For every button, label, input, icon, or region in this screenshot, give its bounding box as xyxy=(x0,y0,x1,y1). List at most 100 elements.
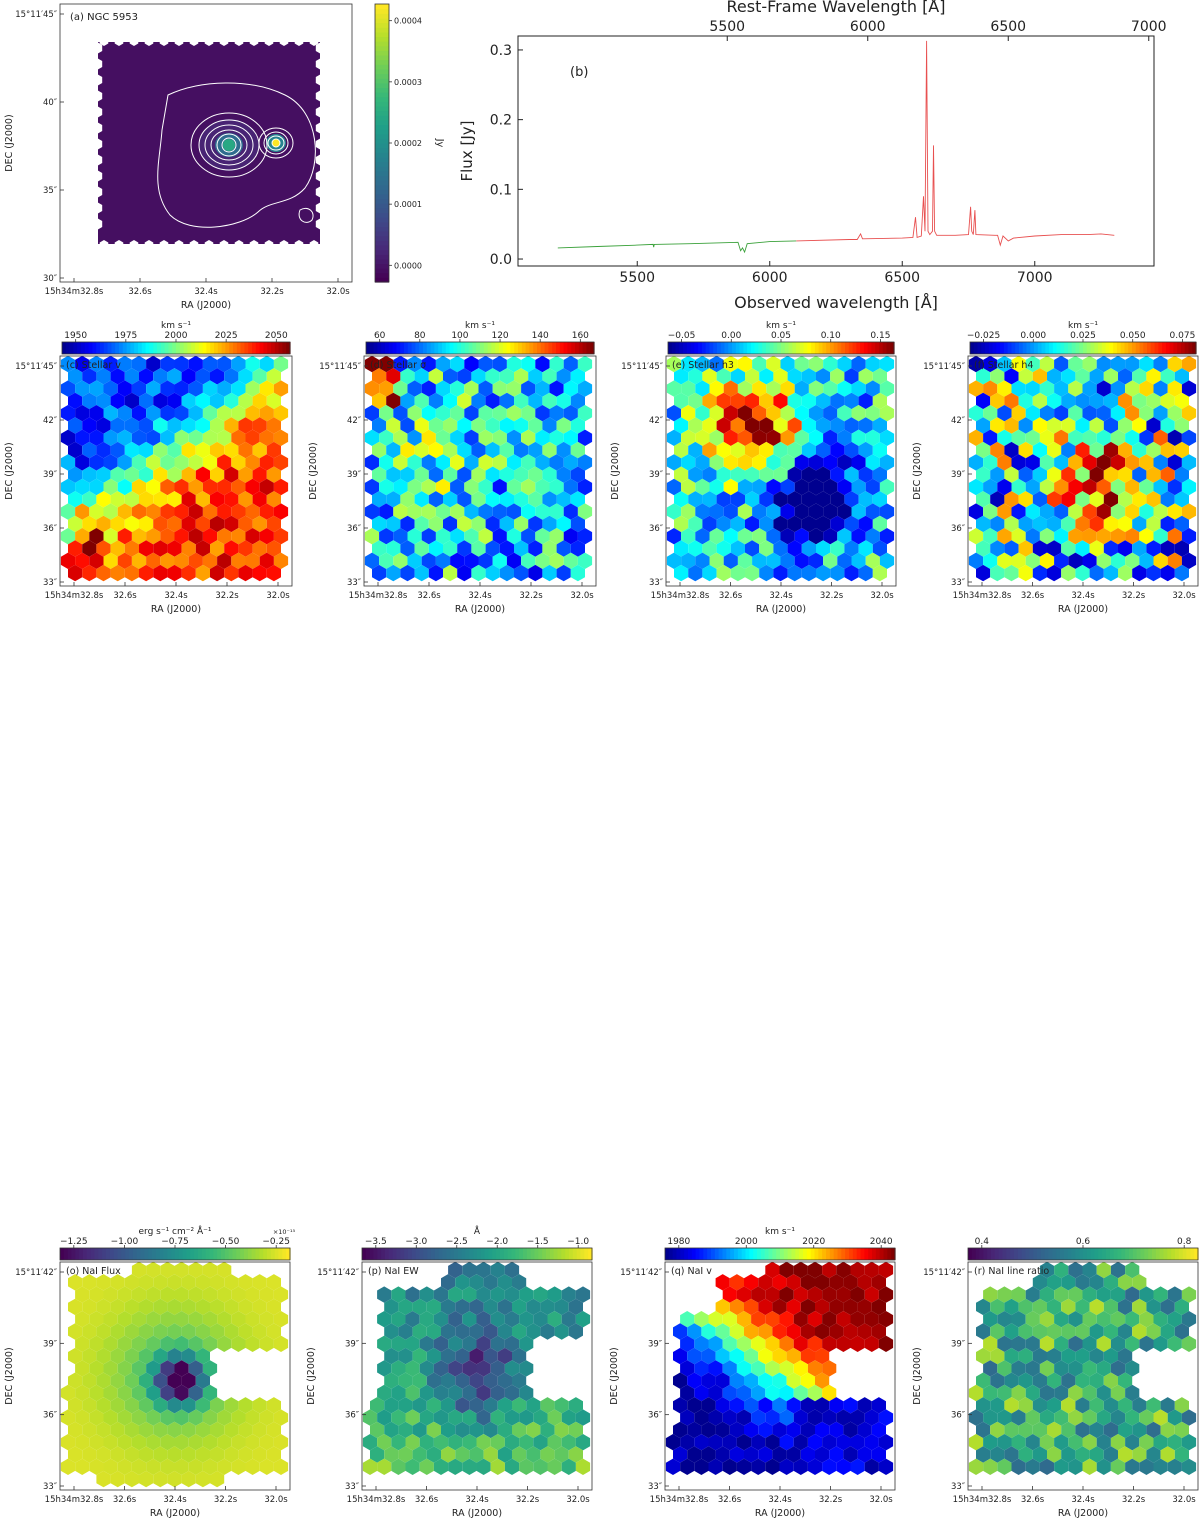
hex-bin xyxy=(117,1286,132,1303)
edge-notch xyxy=(315,218,327,230)
colorbar-segment xyxy=(542,1248,547,1260)
colorbar-segment xyxy=(887,1248,892,1260)
hex-bin xyxy=(224,417,239,434)
hex-bin xyxy=(1054,552,1069,569)
hex-bin xyxy=(772,1274,787,1291)
hex-bin xyxy=(407,405,422,422)
edge-notch xyxy=(264,240,274,250)
hex-bin xyxy=(547,1434,562,1451)
hex-bin xyxy=(673,1323,688,1340)
hex-bin xyxy=(117,528,132,545)
y-tick-label: 33″ xyxy=(43,1482,57,1492)
colorbar-segment xyxy=(251,1248,257,1260)
hex-bin xyxy=(450,429,465,446)
hex-bin xyxy=(372,515,387,533)
hex-bin xyxy=(1125,429,1140,446)
hex-bin xyxy=(75,454,90,471)
colorbar-segment xyxy=(100,342,105,354)
hex-bin xyxy=(729,1347,744,1365)
colorbar-segment xyxy=(1135,342,1141,354)
colorbar-segment xyxy=(375,87,389,93)
hex-bin xyxy=(476,1261,491,1279)
hex-bin xyxy=(695,454,710,471)
hex-bin xyxy=(266,1446,281,1463)
hex-bin xyxy=(744,1298,759,1316)
hex-bin xyxy=(103,528,118,545)
hex-bin xyxy=(709,528,724,545)
x-tick-label: 32.0s xyxy=(264,1495,288,1505)
x-tick-label: 32.6s xyxy=(718,1495,742,1505)
hex-bin xyxy=(407,454,422,471)
hex-bin xyxy=(1103,417,1118,434)
hex-bin xyxy=(773,491,788,508)
hex-bin xyxy=(89,405,104,422)
hex-bin xyxy=(708,1434,723,1451)
hex-bin xyxy=(1089,392,1104,410)
hex-bin xyxy=(1004,515,1019,533)
hex-bin xyxy=(1181,454,1197,471)
hex-bin xyxy=(1139,1311,1154,1328)
hex-bin xyxy=(528,466,543,483)
hex-bin xyxy=(110,368,125,385)
hex-bin xyxy=(504,1409,520,1426)
colorbar-segment xyxy=(1121,1248,1126,1260)
hex-bin xyxy=(117,454,132,471)
hex-bin xyxy=(695,503,710,520)
hex-bin xyxy=(419,1458,434,1475)
edge-notch xyxy=(219,240,229,250)
colorbar-segment xyxy=(132,1248,138,1260)
colorbar-segment xyxy=(726,1248,731,1260)
colorbar-segment xyxy=(157,342,162,354)
hex-bin xyxy=(1011,429,1026,446)
hex-bin xyxy=(823,380,838,397)
hex-bin xyxy=(478,380,493,397)
colorbar-segment xyxy=(375,212,389,218)
hex-bin xyxy=(504,1286,520,1303)
colorbar-segment xyxy=(426,342,432,354)
hex-bin xyxy=(82,1397,97,1414)
colorbar-segment xyxy=(278,342,283,354)
hex-bin xyxy=(694,1360,709,1377)
hex-bin xyxy=(377,1384,392,1402)
hex-bin xyxy=(370,1397,385,1414)
panel-f: 15h34m32.8s 32.6s 32.4s 32.2s 32.0s15°11′45″… xyxy=(912,321,1199,615)
hex-bin xyxy=(1118,1274,1133,1291)
hex-bin xyxy=(372,392,387,410)
hex-bin xyxy=(779,1384,794,1402)
colorbar-segment xyxy=(187,342,192,354)
hex-bin xyxy=(858,392,873,410)
hex-bin xyxy=(398,1323,413,1340)
hex-bin xyxy=(1082,380,1097,397)
hex-bin xyxy=(542,564,557,582)
hex-bin xyxy=(561,1409,576,1426)
hex-bin xyxy=(160,1335,175,1352)
colorbar-tick-label: −1.5 xyxy=(527,1237,549,1247)
hex-bin xyxy=(110,1421,125,1439)
hex-bin xyxy=(1125,1311,1140,1328)
hex-bin xyxy=(528,392,543,410)
colorbar-segment xyxy=(515,1248,520,1260)
hex-bin xyxy=(542,515,557,533)
hex-bin xyxy=(1146,1298,1161,1316)
hex-bin xyxy=(829,1274,844,1291)
hex-bin xyxy=(807,1360,823,1377)
hex-bin xyxy=(364,503,380,520)
hex-bin xyxy=(362,1409,378,1426)
hex-bin xyxy=(729,1397,744,1414)
colorbar-segment xyxy=(764,1248,770,1260)
edge-notch xyxy=(129,240,139,250)
colorbar-segment xyxy=(1094,342,1099,354)
y-tick-label: 33″ xyxy=(649,578,663,588)
hex-bin xyxy=(1039,478,1055,496)
hex-bin xyxy=(1082,1434,1097,1451)
hex-bin xyxy=(188,1335,203,1352)
colorbar-segment xyxy=(274,1248,280,1260)
hex-bin xyxy=(556,441,571,459)
colorbar-segment xyxy=(190,1248,195,1260)
hex-bin xyxy=(224,1274,239,1291)
hex-bin xyxy=(851,380,866,397)
hex-bin xyxy=(1103,515,1118,533)
hex-bin xyxy=(715,1446,730,1463)
hex-bin xyxy=(794,528,809,545)
colorbar-segment xyxy=(65,342,71,354)
